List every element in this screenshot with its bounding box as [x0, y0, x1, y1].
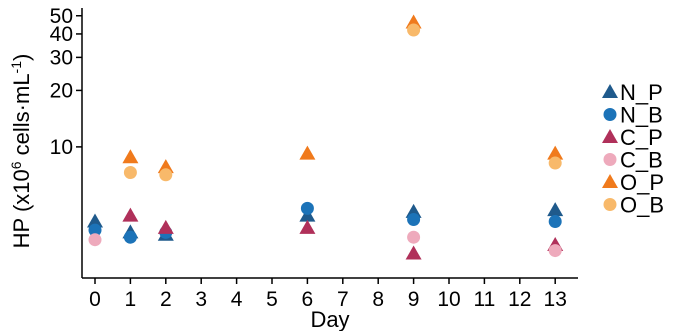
y-axis-title: HP (x106 cells·mL-1) — [8, 54, 34, 249]
x-tick-label: 9 — [408, 288, 420, 311]
x-tick-label: 7 — [337, 288, 349, 311]
y-tick-label: 50 — [50, 5, 73, 28]
legend-marker — [602, 129, 618, 143]
legend-label: O_P — [620, 170, 664, 195]
data-point — [123, 166, 137, 180]
data-point — [157, 159, 174, 174]
data-point — [548, 215, 562, 229]
x-tick-label: 6 — [302, 288, 314, 311]
data-point — [157, 219, 174, 234]
x-axis-title: Day — [310, 307, 349, 331]
y-tick-label: 40 — [50, 23, 73, 46]
legend-label: O_B — [620, 193, 664, 218]
data-point — [547, 202, 564, 217]
legend-label: N_P — [620, 80, 663, 105]
legend-label: N_B — [620, 103, 663, 128]
data-point — [300, 201, 314, 215]
y-axis-title-unit-exponent: -1 — [8, 61, 24, 74]
x-tick-label: 2 — [160, 288, 172, 311]
data-point — [88, 233, 102, 247]
y-tick-label: 10 — [50, 136, 73, 159]
data-point — [88, 223, 102, 237]
data-point — [407, 230, 421, 244]
data-point — [548, 156, 562, 170]
legend-label: C_P — [620, 125, 663, 150]
data-point — [122, 207, 139, 222]
data-point — [159, 168, 173, 182]
legend-marker — [603, 108, 617, 121]
data-point — [548, 244, 562, 258]
data-point — [405, 245, 422, 260]
y-tick-label: 20 — [50, 79, 73, 102]
x-tick-label: 12 — [508, 288, 531, 311]
y-axis-title-close: ) — [9, 54, 34, 61]
data-point — [299, 219, 316, 234]
y-axis-title-exponent: 6 — [8, 161, 24, 169]
legend-marker — [602, 84, 618, 98]
legend-marker — [603, 153, 617, 166]
legend: N_PN_BC_PC_BO_PO_B — [602, 80, 664, 218]
y-tick-label: 30 — [50, 46, 73, 69]
x-tick-label: 11 — [473, 288, 495, 311]
legend-label: C_B — [620, 148, 663, 173]
y-axis-title-unit: cells·mL — [9, 73, 34, 161]
x-tick-label: 10 — [437, 288, 460, 311]
x-tick-label: 8 — [372, 288, 384, 311]
x-tick-label: 1 — [125, 288, 137, 311]
legend-marker — [603, 198, 617, 211]
x-tick-label: 5 — [266, 288, 278, 311]
data-points — [87, 14, 564, 260]
x-tick-label: 4 — [231, 288, 243, 311]
x-tick-label: 3 — [195, 288, 207, 311]
axes — [81, 8, 578, 279]
data-point — [123, 230, 137, 244]
data-point — [122, 149, 139, 164]
data-point — [407, 23, 421, 37]
data-point — [547, 145, 564, 160]
x-tick-label: 13 — [544, 288, 567, 311]
data-point — [87, 213, 103, 228]
data-point — [407, 213, 421, 227]
y-axis-title-prefix: HP (x10 — [9, 169, 34, 248]
legend-marker — [602, 174, 618, 188]
x-ticks: 0 1 2 3 4 5 6 7 8 9 10 11 12 13 — [89, 278, 567, 311]
x-tick-label: 0 — [89, 288, 101, 311]
data-point — [299, 145, 316, 160]
